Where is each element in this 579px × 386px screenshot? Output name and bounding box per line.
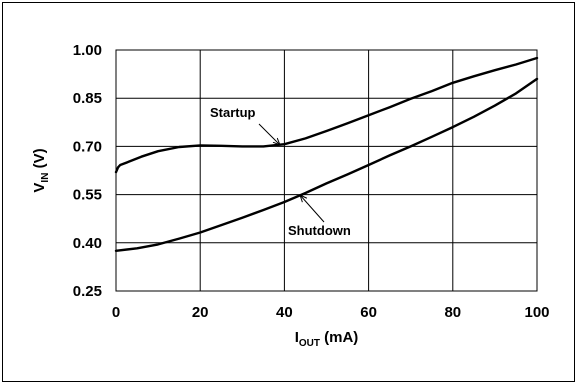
- y-tick-labels: 0.25 0.40 0.55 0.70 0.85 1.00: [73, 42, 102, 300]
- annotation-arrow: [258, 123, 280, 145]
- plot-area-border: [115, 49, 538, 292]
- y-tick-label: 0.40: [73, 235, 102, 252]
- annotation-shutdown: Shutdown: [288, 223, 351, 238]
- x-tick-label: 60: [360, 304, 377, 321]
- x-tick-label: 80: [444, 304, 461, 321]
- y-tick-label: 0.25: [73, 283, 102, 300]
- chart-frame: [2, 2, 575, 382]
- y-axis-label-suffix: (V): [31, 148, 48, 172]
- annotation-startup: Startup: [210, 105, 256, 120]
- y-axis-label: VIN (V): [31, 148, 51, 192]
- grid-lines: [115, 49, 538, 292]
- y-axis-label-main: V: [31, 183, 48, 193]
- x-tick-label: 40: [276, 304, 293, 321]
- x-axis-label: IOUT (mA): [295, 329, 359, 349]
- y-axis-label-sub: IN: [40, 173, 51, 183]
- y-tick-label: 1.00: [73, 42, 102, 59]
- x-axis-label-suffix: (mA): [320, 329, 358, 346]
- annotations: Startup Shutdown: [210, 105, 351, 238]
- x-axis-label-main: I: [295, 329, 299, 346]
- y-tick-label: 0.85: [73, 90, 102, 107]
- annotation-arrow: [300, 195, 325, 223]
- y-tick-label: 0.55: [73, 187, 102, 204]
- x-axis-label-sub: OUT: [299, 338, 320, 349]
- series-line-startup: [114, 56, 539, 174]
- series-lines: [114, 56, 539, 253]
- y-tick-label: 0.70: [73, 138, 102, 155]
- series-line-shutdown: [114, 77, 539, 253]
- x-tick-label: 20: [192, 304, 209, 321]
- x-tick-labels: 0 20 40 60 80 100: [112, 304, 550, 321]
- x-tick-label: 0: [112, 304, 120, 321]
- x-tick-label: 100: [524, 304, 549, 321]
